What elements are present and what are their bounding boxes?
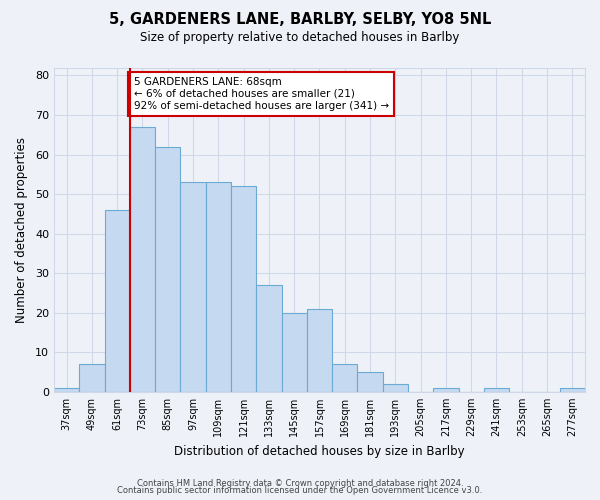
Bar [433, 388, 458, 392]
Y-axis label: Number of detached properties: Number of detached properties [15, 136, 28, 322]
Bar [358, 372, 383, 392]
Bar [484, 388, 509, 392]
Bar [231, 186, 256, 392]
Bar [307, 309, 332, 392]
Bar [281, 312, 307, 392]
Bar [332, 364, 358, 392]
Text: 5, GARDENERS LANE, BARLBY, SELBY, YO8 5NL: 5, GARDENERS LANE, BARLBY, SELBY, YO8 5N… [109, 12, 491, 28]
Text: 5 GARDENERS LANE: 68sqm
← 6% of detached houses are smaller (21)
92% of semi-det: 5 GARDENERS LANE: 68sqm ← 6% of detached… [134, 78, 389, 110]
Bar [79, 364, 104, 392]
Bar [181, 182, 206, 392]
Bar [155, 146, 181, 392]
Bar [54, 388, 79, 392]
Bar [130, 127, 155, 392]
X-axis label: Distribution of detached houses by size in Barlby: Distribution of detached houses by size … [174, 444, 465, 458]
Bar [560, 388, 585, 392]
Text: Size of property relative to detached houses in Barlby: Size of property relative to detached ho… [140, 31, 460, 44]
Bar [104, 210, 130, 392]
Text: Contains HM Land Registry data © Crown copyright and database right 2024.: Contains HM Land Registry data © Crown c… [137, 478, 463, 488]
Text: Contains public sector information licensed under the Open Government Licence v3: Contains public sector information licen… [118, 486, 482, 495]
Bar [206, 182, 231, 392]
Bar [383, 384, 408, 392]
Bar [256, 285, 281, 392]
